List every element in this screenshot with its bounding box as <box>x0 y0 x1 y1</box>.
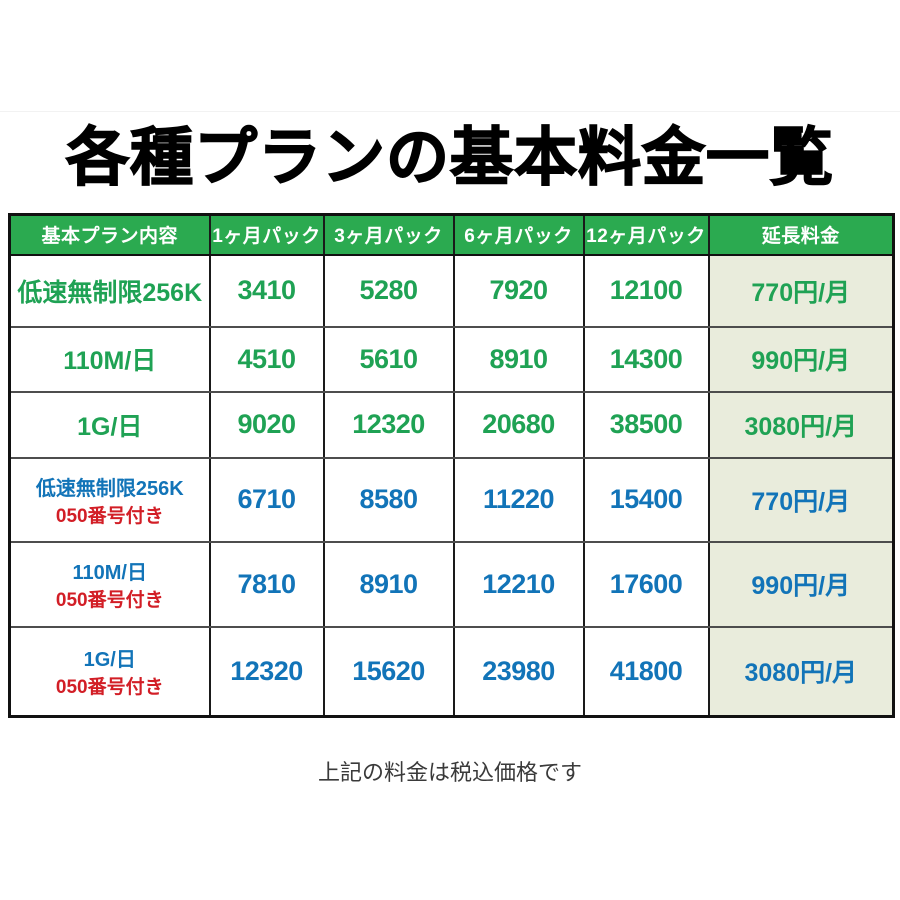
plan-name: 110M/日 <box>72 562 147 584</box>
price-6month: 23980 <box>452 625 585 718</box>
table-row: 110M/日 050番号付き 7810 8910 12210 17600 990… <box>8 540 895 628</box>
plan-name: 1G/日 <box>83 649 136 672</box>
header-1month: 1ヶ月パック <box>208 213 325 256</box>
table-row: 低速無制限256K 050番号付き 6710 8580 11220 15400 … <box>8 456 895 543</box>
price-1month: 12320 <box>208 625 325 718</box>
price-12month: 17600 <box>582 540 710 628</box>
plan-cell: 110M/日 <box>8 325 211 393</box>
extension-fee: 770円/月 <box>707 253 895 328</box>
plan-name: 1G/日 <box>77 412 143 441</box>
table-row: 低速無制限256K 3410 5280 7920 12100 770円/月 <box>8 253 895 328</box>
price-6month: 12210 <box>452 540 585 628</box>
price-3month: 5280 <box>322 253 455 328</box>
plan-note: 050番号付き <box>55 505 164 527</box>
price-12month: 14300 <box>582 325 710 393</box>
price-12month: 38500 <box>582 390 710 459</box>
plan-cell: 1G/日 <box>8 390 211 459</box>
extension-fee: 3080円/月 <box>707 625 895 718</box>
page-title: 各種プランの基本料金一覧 <box>65 122 834 194</box>
plan-name: 低速無制限256K <box>35 477 184 500</box>
table-row: 1G/日 050番号付き 12320 15620 23980 41800 308… <box>8 625 895 718</box>
header-3month: 3ヶ月パック <box>322 213 455 256</box>
price-6month: 11220 <box>452 456 585 543</box>
table-row: 110M/日 4510 5610 8910 14300 990円/月 <box>8 325 895 393</box>
price-12month: 12100 <box>582 253 710 328</box>
price-3month: 8910 <box>322 540 455 628</box>
extension-fee: 3080円/月 <box>707 390 895 459</box>
price-1month: 6710 <box>208 456 325 543</box>
price-3month: 5610 <box>322 325 455 393</box>
price-1month: 3410 <box>208 253 325 328</box>
header-12month: 12ヶ月パック <box>582 213 710 256</box>
plan-note: 050番号付き <box>55 590 164 611</box>
price-6month: 7920 <box>452 253 585 328</box>
price-1month: 7810 <box>208 540 325 628</box>
extension-fee: 770円/月 <box>707 456 895 543</box>
table-header-row: 基本プラン内容 1ヶ月パック 3ヶ月パック 6ヶ月パック 12ヶ月パック 延長料… <box>8 213 895 256</box>
price-6month: 20680 <box>452 390 585 459</box>
header-extension: 延長料金 <box>707 213 895 256</box>
price-3month: 12320 <box>322 390 455 459</box>
price-table: 基本プラン内容 1ヶ月パック 3ヶ月パック 6ヶ月パック 12ヶ月パック 延長料… <box>8 213 895 718</box>
price-3month: 15620 <box>322 625 455 718</box>
plan-name: 低速無制限256K <box>17 278 203 307</box>
price-3month: 8580 <box>322 456 455 543</box>
plan-cell: 1G/日 050番号付き <box>8 625 211 718</box>
header-6month: 6ヶ月パック <box>452 213 585 256</box>
price-1month: 4510 <box>208 325 325 393</box>
extension-fee: 990円/月 <box>707 325 895 393</box>
plan-cell: 低速無制限256K 050番号付き <box>8 456 211 543</box>
image-edge-line <box>0 111 900 112</box>
extension-fee: 990円/月 <box>707 540 895 628</box>
plan-name: 110M/日 <box>63 347 157 375</box>
header-plan: 基本プラン内容 <box>8 213 211 256</box>
price-1month: 9020 <box>208 390 325 459</box>
plan-cell: 110M/日 050番号付き <box>8 540 211 628</box>
price-6month: 8910 <box>452 325 585 393</box>
table-row: 1G/日 9020 12320 20680 38500 3080円/月 <box>8 390 895 459</box>
tax-included-note: 上記の料金は税込価格です <box>317 760 582 785</box>
plan-note: 050番号付き <box>55 677 164 699</box>
plan-cell: 低速無制限256K <box>8 253 211 328</box>
price-12month: 41800 <box>582 625 710 718</box>
price-12month: 15400 <box>582 456 710 543</box>
